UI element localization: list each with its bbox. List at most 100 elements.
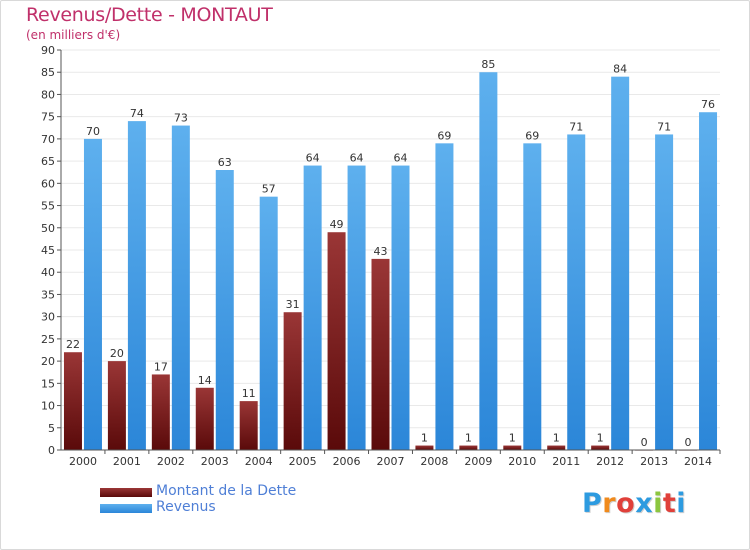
x-tick-label-2010: 2010 — [508, 455, 536, 468]
y-tick-label-45: 45 — [41, 244, 55, 257]
data-label-debt-2008: 1 — [421, 432, 428, 445]
grid-lines — [61, 49, 720, 451]
x-tick-label-2008: 2008 — [420, 455, 448, 468]
logo-letter: r — [602, 488, 617, 519]
data-label-debt-2009: 1 — [465, 432, 472, 445]
logo-letter: i — [653, 488, 663, 519]
bar-debt-2009 — [459, 445, 478, 450]
bars — [63, 72, 718, 451]
bar-debt-2007 — [371, 258, 390, 450]
legend-item-debt: Montant de la Dette — [100, 483, 360, 500]
y-tick-label-0: 0 — [48, 444, 55, 457]
chart-title: Revenus/Dette - MONTAUT — [26, 4, 273, 26]
y-tick-label-10: 10 — [41, 400, 55, 413]
bar-revenue-2000 — [83, 138, 102, 450]
bar-debt-2008 — [415, 445, 434, 450]
data-label-debt-2006: 49 — [330, 218, 344, 231]
data-label-debt-2011: 1 — [553, 432, 560, 445]
y-tick-label-40: 40 — [41, 266, 55, 279]
legend-item-revenue: Revenus — [100, 499, 360, 516]
x-tick-label-2012: 2012 — [596, 455, 624, 468]
data-label-revenue-2004: 57 — [262, 183, 276, 196]
x-tick-label-2006: 2006 — [333, 455, 361, 468]
data-label-revenue-2003: 63 — [218, 156, 232, 169]
data-label-revenue-2005: 64 — [306, 152, 320, 165]
x-tick-label-2000: 2000 — [69, 455, 97, 468]
bar-revenue-2003 — [215, 170, 234, 450]
y-tick-label-60: 60 — [41, 177, 55, 190]
y-tick-label-25: 25 — [41, 333, 55, 346]
bar-revenue-2010 — [523, 143, 542, 451]
bar-revenue-2007 — [391, 165, 410, 451]
data-label-debt-2002: 17 — [154, 360, 168, 373]
chart-subtitle: (en milliers d'€) — [26, 28, 121, 42]
legend-swatch-debt — [100, 488, 152, 497]
x-tick-label-2011: 2011 — [552, 455, 580, 468]
bar-revenue-2006 — [347, 165, 366, 451]
bar-debt-2000 — [63, 352, 82, 450]
logo-letter: i — [676, 488, 687, 519]
labels: 0510152025303540455055606570758085902000… — [41, 44, 715, 468]
data-label-revenue-2007: 64 — [394, 152, 408, 165]
x-tick-label-2013: 2013 — [640, 455, 668, 468]
data-label-debt-2013: 0 — [641, 436, 648, 449]
bar-debt-2004 — [239, 401, 258, 450]
x-tick-label-2002: 2002 — [157, 455, 185, 468]
x-tick-label-2003: 2003 — [201, 455, 229, 468]
bar-debt-2003 — [195, 387, 214, 450]
y-tick-label-55: 55 — [41, 200, 55, 213]
axes — [57, 49, 721, 454]
y-tick-label-90: 90 — [41, 44, 55, 57]
bar-debt-2011 — [547, 445, 566, 450]
legend-label-debt: Montant de la Dette — [156, 483, 297, 499]
y-tick-label-20: 20 — [41, 355, 55, 368]
proxiti-logo: Proxiti — [582, 488, 686, 519]
x-tick-label-2004: 2004 — [245, 455, 273, 468]
bar-revenue-2005 — [303, 165, 322, 451]
y-tick-label-35: 35 — [41, 288, 55, 301]
data-label-revenue-2008: 69 — [437, 129, 451, 142]
logo-letter: P — [582, 488, 603, 519]
y-tick-label-15: 15 — [41, 377, 55, 390]
data-label-revenue-2000: 70 — [86, 125, 100, 138]
bar-revenue-2008 — [435, 143, 454, 451]
bar-revenue-2012 — [611, 76, 630, 451]
bar-revenue-2013 — [655, 134, 674, 450]
bar-revenue-2014 — [699, 112, 718, 450]
y-tick-label-5: 5 — [48, 422, 55, 435]
bar-revenue-2001 — [127, 121, 146, 450]
x-tick-label-2009: 2009 — [464, 455, 492, 468]
y-tick-label-65: 65 — [41, 155, 55, 168]
data-label-revenue-2013: 71 — [657, 120, 671, 133]
bar-debt-2001 — [107, 361, 126, 450]
data-label-revenue-2009: 85 — [481, 58, 495, 71]
x-tick-label-2005: 2005 — [289, 455, 317, 468]
bar-debt-2012 — [591, 445, 610, 450]
x-tick-label-2007: 2007 — [377, 455, 405, 468]
logo-letter: x — [635, 488, 654, 519]
data-label-debt-2005: 31 — [286, 298, 300, 311]
legend-swatch-revenue — [100, 504, 152, 513]
x-tick-label-2014: 2014 — [684, 455, 712, 468]
data-label-debt-2010: 1 — [509, 432, 516, 445]
data-label-debt-2001: 20 — [110, 347, 124, 360]
data-label-debt-2007: 43 — [374, 245, 388, 258]
logo-letter: t — [662, 488, 677, 519]
data-label-revenue-2011: 71 — [569, 120, 583, 133]
data-label-revenue-2010: 69 — [525, 129, 539, 142]
bar-revenue-2002 — [171, 125, 190, 451]
data-label-debt-2004: 11 — [242, 387, 256, 400]
y-tick-label-70: 70 — [41, 133, 55, 146]
data-label-revenue-2006: 64 — [350, 152, 364, 165]
data-label-revenue-2012: 84 — [613, 63, 627, 76]
y-tick-label-30: 30 — [41, 311, 55, 324]
y-tick-label-80: 80 — [41, 88, 55, 101]
y-tick-label-85: 85 — [41, 66, 55, 79]
legend: Montant de la Dette Revenus — [100, 483, 360, 516]
bar-debt-2005 — [283, 312, 302, 450]
data-label-revenue-2002: 73 — [174, 112, 188, 125]
bar-revenue-2011 — [567, 134, 586, 450]
bar-revenue-2009 — [479, 72, 498, 450]
bar-debt-2010 — [503, 445, 522, 450]
